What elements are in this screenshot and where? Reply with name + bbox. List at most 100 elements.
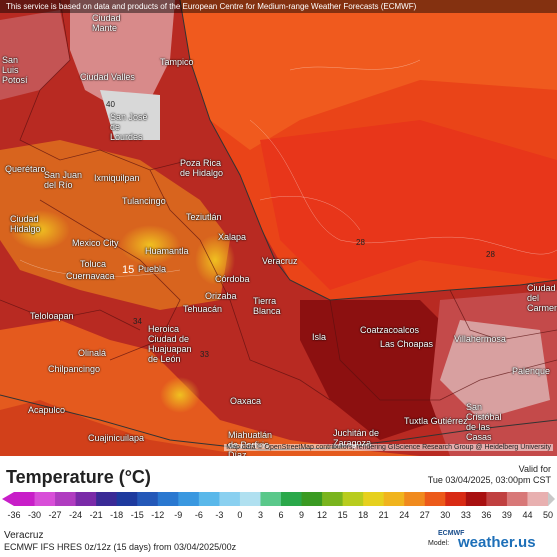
colorbar-segment <box>55 492 77 506</box>
colorbar-tick-label: 39 <box>501 510 512 520</box>
colorbar-tick-label: -6 <box>194 510 203 520</box>
valid-label: Valid for <box>518 464 551 474</box>
colorbar-segment <box>363 492 385 506</box>
valid-time-value: Tue 03/04/2025, 03:00pm CST <box>427 475 551 485</box>
city-label[interactable]: Poza Rica de Hidalgo <box>180 158 224 178</box>
city-label[interactable]: Miahuatlán de Porfirio Díaz <box>228 430 273 456</box>
colorbar-tick-label: -36 <box>7 510 21 520</box>
colorbar-tick-label: -15 <box>130 510 144 520</box>
city-label[interactable]: San Juan del Río <box>44 170 83 190</box>
city-label[interactable]: Teziutlán <box>186 212 222 222</box>
colorbar-segment <box>281 492 303 506</box>
city-label[interactable]: Querétaro <box>5 164 46 174</box>
location-name: Veracruz <box>4 530 44 541</box>
contour-label: 28 <box>486 250 495 259</box>
city-label[interactable]: San Luis Potosí <box>2 55 28 85</box>
colorbar-tick-label: -12 <box>151 510 165 520</box>
colorbar-tick-label: 9 <box>299 510 305 520</box>
contour-label: 15 <box>122 264 135 276</box>
city-label[interactable]: Ciudad Hidalgo <box>10 214 41 234</box>
contour-label: 40 <box>106 100 115 109</box>
ecmwf-logo: ECMWF <box>438 530 465 537</box>
city-label[interactable]: Heroica Ciudad de Huajuapan de León <box>148 324 192 364</box>
city-label[interactable]: Tuxtla Gutiérrez <box>404 416 468 426</box>
colorbar-tick-label: -9 <box>174 510 183 520</box>
colorbar-tick-label: -27 <box>48 510 62 520</box>
colorbar-segment <box>383 492 405 506</box>
model-label: Model: <box>428 540 450 547</box>
model-info: ECMWF IFS HRES 0z/12z (15 days) from 03/… <box>4 542 237 552</box>
colorbar-tick-label: 50 <box>542 510 554 520</box>
city-label[interactable]: Acapulco <box>28 405 66 415</box>
city-label[interactable]: Juchitán de Zaragoza <box>333 428 380 448</box>
city-label[interactable]: Olinalá <box>78 348 107 358</box>
city-label[interactable]: Palenque <box>512 366 551 376</box>
colorbar-tick-label: 27 <box>419 510 430 520</box>
city-label[interactable]: Coatzacoalcos <box>360 325 420 335</box>
colorbar-segment <box>157 492 179 506</box>
city-label[interactable]: Ciudad Mante <box>92 13 121 33</box>
valid-time: Valid for Tue 03/04/2025, 03:00pm CST <box>428 464 551 486</box>
colorbar-segment <box>445 492 467 506</box>
colorbar-max-arrow <box>548 492 555 506</box>
colorbar-segment <box>424 492 446 506</box>
colorbar-tick-label: 6 <box>278 510 284 520</box>
city-label[interactable]: Orizaba <box>205 291 237 301</box>
colorbar-segment <box>342 492 364 506</box>
city-label[interactable]: Oaxaca <box>230 396 262 406</box>
city-label[interactable]: Tehuacán <box>183 304 223 314</box>
colorbar-tick-label: 0 <box>237 510 243 520</box>
city-label[interactable]: Xalapa <box>218 232 247 242</box>
colorbar-tick-label: -3 <box>215 510 224 520</box>
contour-label: 34 <box>133 317 142 326</box>
colorbar-tick-label: 15 <box>337 510 348 520</box>
map-layer <box>0 0 557 456</box>
contour-label: 28 <box>356 238 365 247</box>
city-label[interactable]: Ixmiquilpan <box>94 173 140 183</box>
city-label[interactable]: Villahermosa <box>454 334 506 344</box>
city-label[interactable]: Chilpancingo <box>48 364 101 374</box>
city-label[interactable]: Córdoba <box>215 274 250 284</box>
colorbar-segment <box>198 492 220 506</box>
colorbar-tick-label: 36 <box>481 510 492 520</box>
colorbar-tick-label: 21 <box>378 510 389 520</box>
city-label[interactable]: Mexico City <box>72 238 119 248</box>
colorbar-segment <box>301 492 323 506</box>
weather-us-logo[interactable]: weather.us <box>458 534 536 551</box>
city-label[interactable]: San José de Lourdes <box>110 112 148 142</box>
colorbar-tick-label: 24 <box>399 510 410 520</box>
colorbar-tick-label: -24 <box>69 510 83 520</box>
colorbar-segment <box>260 492 282 506</box>
city-label[interactable]: Tampico <box>160 57 194 67</box>
city-label[interactable]: Ciudad del Carmen <box>527 283 557 313</box>
legend-panel <box>0 456 557 557</box>
city-label[interactable]: Huamantla <box>145 246 189 256</box>
city-label[interactable]: Cuajinicuilapa <box>88 433 145 443</box>
colorbar-tick-label: 18 <box>358 510 369 520</box>
colorbar-segment <box>506 492 528 506</box>
colorbar-segment <box>96 492 118 506</box>
colorbar-tick-label: 33 <box>460 510 471 520</box>
city-label[interactable]: Ciudad Valles <box>80 72 135 82</box>
map-attribution[interactable]: Map data © OpenStreetMap contributors, r… <box>224 444 553 451</box>
colorbar-segment <box>322 492 344 506</box>
city-label[interactable]: Tierra Blanca <box>253 296 281 316</box>
city-label[interactable]: Cuernavaca <box>66 271 115 281</box>
city-label[interactable]: Veracruz <box>262 256 298 266</box>
contour-label: 33 <box>200 350 209 359</box>
city-label[interactable]: Puebla <box>138 264 167 274</box>
colorbar-tick-label: -21 <box>89 510 103 520</box>
colorbar-segment <box>75 492 97 506</box>
city-label[interactable]: Toluca <box>80 259 107 269</box>
colorbar-tick-label: -18 <box>110 510 124 520</box>
city-label[interactable]: San Cristóbal de las Casas <box>466 402 502 442</box>
city-label[interactable]: Isla <box>312 332 327 342</box>
colorbar-segment <box>178 492 200 506</box>
temperature-map[interactable]: This service is based on data and produc… <box>0 0 557 456</box>
city-label[interactable]: Teloloapan <box>30 311 74 321</box>
temperature-colorbar <box>2 492 555 506</box>
city-label[interactable]: Tulancingo <box>122 196 166 206</box>
colorbar-segment <box>527 492 549 506</box>
colorbar-segment <box>116 492 138 506</box>
city-label[interactable]: Las Choapas <box>380 339 434 349</box>
